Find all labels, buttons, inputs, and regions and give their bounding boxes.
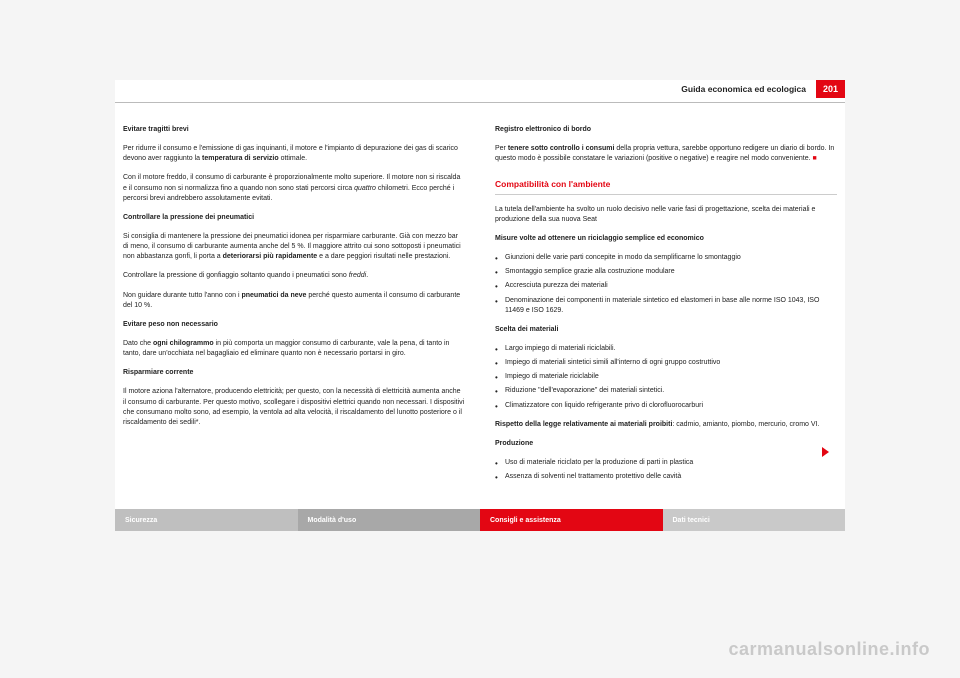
right-column: Registro elettronico di bordo Per tenere… bbox=[495, 125, 837, 491]
paragraph: Si consiglia di mantenere la pressione d… bbox=[123, 232, 465, 262]
paragraph: Il motore aziona l'alternatore, producen… bbox=[123, 387, 465, 428]
bullet-list: Giunzioni delle varie parti concepite in… bbox=[495, 253, 837, 316]
tab-modalita[interactable]: Modalità d'uso bbox=[298, 509, 481, 531]
list-item: Uso di materiale riciclato per la produz… bbox=[495, 458, 837, 468]
continue-arrow-icon bbox=[822, 447, 829, 457]
paragraph: Dato che ogni chilogrammo in più comport… bbox=[123, 339, 465, 359]
paragraph: Con il motore freddo, il consumo di carb… bbox=[123, 173, 465, 203]
list-item: Giunzioni delle varie parti concepite in… bbox=[495, 253, 837, 263]
heading: Misure volte ad ottenere un riciclaggio … bbox=[495, 234, 837, 244]
list-item: Assenza di solventi nel trattamento prot… bbox=[495, 472, 837, 482]
subsection-title: Compatibilità con l'ambiente bbox=[495, 178, 837, 194]
heading: Registro elettronico di bordo bbox=[495, 125, 837, 135]
heading: Scelta dei materiali bbox=[495, 325, 837, 335]
list-item: Largo impiego di materiali riciclabili. bbox=[495, 344, 837, 354]
heading: Evitare peso non necessario bbox=[123, 320, 465, 330]
heading: Produzione bbox=[495, 439, 837, 449]
paragraph: Non guidare durante tutto l'anno con i p… bbox=[123, 291, 465, 311]
manual-page: Guida economica ed ecologica 201 Evitare… bbox=[115, 80, 845, 531]
section-title: Guida economica ed ecologica bbox=[681, 84, 806, 94]
heading: Evitare tragitti brevi bbox=[123, 125, 465, 135]
content-columns: Evitare tragitti brevi Per ridurre il co… bbox=[115, 125, 845, 491]
page-number: 201 bbox=[816, 80, 845, 98]
paragraph: Rispetto della legge relativamente ai ma… bbox=[495, 420, 837, 430]
page-header: Guida economica ed ecologica 201 bbox=[115, 80, 845, 103]
section-end-icon: ■ bbox=[813, 155, 817, 162]
list-item: Denominazione dei componenti in material… bbox=[495, 296, 837, 316]
list-item: Smontaggio semplice grazie alla costruzi… bbox=[495, 267, 837, 277]
tab-consigli[interactable]: Consigli e assistenza bbox=[480, 509, 663, 531]
left-column: Evitare tragitti brevi Per ridurre il co… bbox=[123, 125, 465, 491]
list-item: Riduzione "dell'evaporazione" dei materi… bbox=[495, 386, 837, 396]
list-item: Impiego di materiale riciclabile bbox=[495, 372, 837, 382]
bullet-list: Uso di materiale riciclato per la produz… bbox=[495, 458, 837, 482]
watermark: carmanualsonline.info bbox=[728, 639, 930, 660]
heading: Controllare la pressione dei pneumatici bbox=[123, 213, 465, 223]
paragraph: Per tenere sotto controllo i consumi del… bbox=[495, 144, 837, 164]
paragraph: Controllare la pressione di gonfiaggio s… bbox=[123, 271, 465, 281]
heading: Risparmiare corrente bbox=[123, 368, 465, 378]
tab-dati[interactable]: Dati tecnici bbox=[663, 509, 846, 531]
paragraph: Per ridurre il consumo e l'emissione di … bbox=[123, 144, 465, 164]
tab-sicurezza[interactable]: Sicurezza bbox=[115, 509, 298, 531]
footer-tabs: Sicurezza Modalità d'uso Consigli e assi… bbox=[115, 509, 845, 531]
list-item: Impiego di materiali sintetici simili al… bbox=[495, 358, 837, 368]
list-item: Climatizzatore con liquido refrigerante … bbox=[495, 401, 837, 411]
bullet-list: Largo impiego di materiali riciclabili. … bbox=[495, 344, 837, 411]
list-item: Accresciuta purezza dei materiali bbox=[495, 281, 837, 291]
paragraph: La tutela dell'ambiente ha svolto un ruo… bbox=[495, 205, 837, 225]
